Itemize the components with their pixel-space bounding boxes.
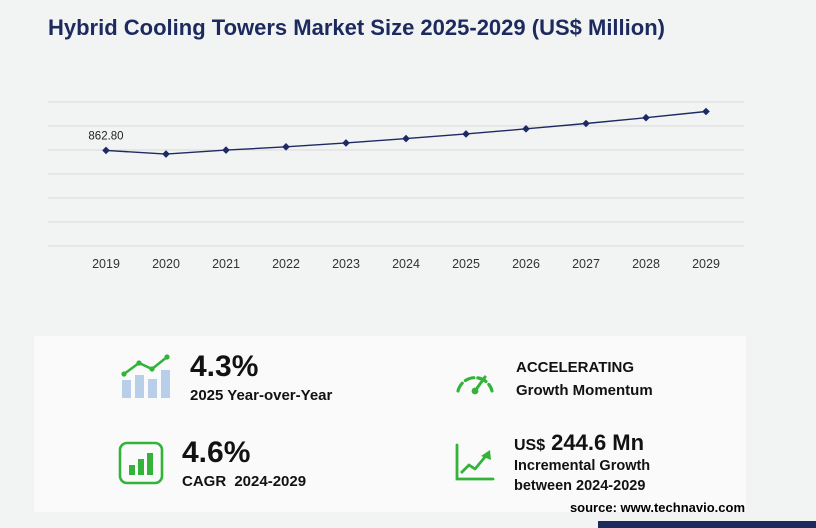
bar-chart-box-icon: [118, 441, 164, 485]
stat-yoy: 4.3% 2025 Year-over-Year: [118, 350, 332, 404]
growth-bars-icon: [118, 354, 172, 400]
x-tick-label: 2025: [452, 257, 480, 271]
x-tick-label: 2029: [692, 257, 720, 271]
data-point-marker: [462, 130, 470, 138]
speedometer-icon: [452, 360, 498, 398]
x-tick-label: 2019: [92, 257, 120, 271]
x-tick-label: 2021: [212, 257, 240, 271]
incremental-line1: Incremental Growth: [514, 458, 651, 474]
momentum-line2: Growth Momentum: [516, 382, 653, 400]
stat-cagr: 4.6% CAGR 2024-2029: [118, 436, 306, 490]
data-point-marker: [102, 146, 110, 155]
x-tick-label: 2022: [272, 257, 300, 271]
source-attribution: source: www.technavio.com: [569, 500, 745, 515]
first-point-value-label: 862.80: [88, 130, 123, 142]
data-point-marker: [702, 107, 710, 116]
x-tick-label: 2023: [332, 257, 360, 271]
yoy-label: 2025 Year-over-Year: [190, 387, 333, 404]
stat-incremental: US$ 244.6 Mn Incremental Growth between …: [452, 430, 650, 497]
cagr-label-period: 2024-2029: [234, 473, 307, 490]
yoy-value: 4.3%: [190, 350, 259, 383]
x-tick-label: 2024: [392, 257, 420, 271]
data-point-marker: [342, 139, 350, 147]
source-underline-bar: [598, 521, 816, 528]
market-size-line-chart: 862.80 2019 2020 2021 2022 2023 2024 2025 2026 20…: [48, 101, 744, 271]
cagr-value: 4.6%: [182, 436, 251, 469]
incremental-line2: between 2024-2029: [514, 478, 646, 495]
x-tick-label: 2028: [632, 257, 660, 271]
data-point-marker: [282, 143, 290, 151]
cagr-label: CAGR 2024-2029: [182, 473, 306, 490]
stats-panel: 4.3% 2025 Year-over-Year ACCELERATING Gr…: [34, 336, 746, 512]
cagr-label-prefix: CAGR: [182, 473, 227, 490]
x-tick-label: 2026: [512, 257, 540, 271]
incremental-currency: US$: [514, 437, 546, 454]
incremental-value: 244.6 Mn: [551, 430, 645, 455]
momentum-line1: ACCELERATING: [516, 359, 635, 376]
chart-area: 862.80 2019 2020 2021 2022 2023 2024 2025 2026 20…: [46, 90, 746, 285]
data-point-marker: [402, 134, 410, 143]
incremental-value-line: US$ 244.6 Mn: [514, 430, 650, 456]
data-point-marker: [642, 113, 650, 122]
data-point-marker: [582, 119, 590, 128]
stat-momentum: ACCELERATING Growth Momentum: [452, 356, 653, 403]
x-tick-label: 2027: [572, 257, 600, 271]
page-title: Hybrid Cooling Towers Market Size 2025-2…: [48, 15, 665, 40]
data-point-marker: [162, 150, 170, 158]
series-line: [105, 110, 707, 155]
growth-arrow-chart-icon: [452, 442, 496, 484]
x-tick-label: 2020: [152, 257, 180, 271]
data-point-marker: [222, 146, 230, 154]
